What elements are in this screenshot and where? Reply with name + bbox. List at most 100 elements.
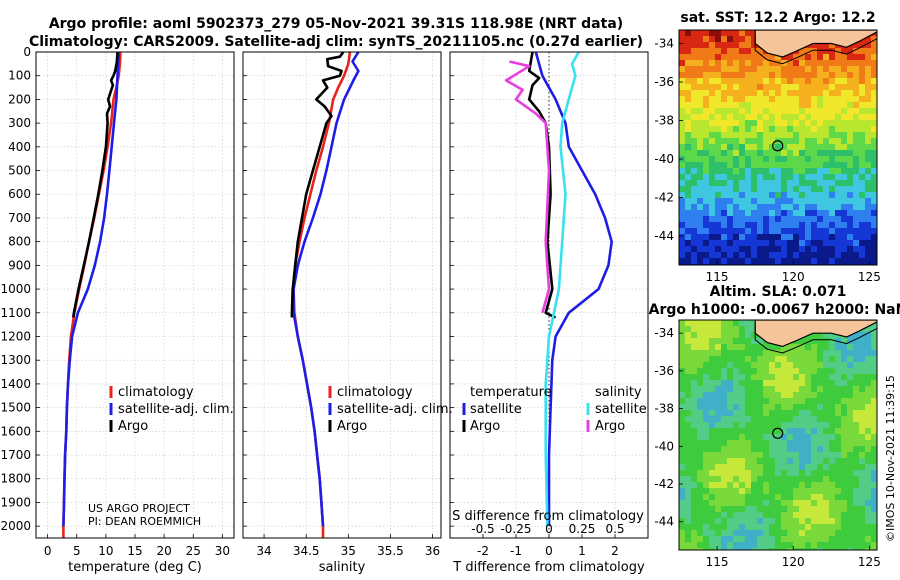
map-cell: [847, 180, 854, 187]
map-cell: [847, 434, 854, 441]
map-cell: [811, 228, 818, 235]
map-cell: [775, 222, 782, 229]
map-cell: [727, 138, 734, 145]
map-cell: [793, 144, 800, 151]
map-cell: [691, 72, 698, 79]
map-cell: [739, 246, 746, 253]
map-cell: [709, 542, 716, 549]
map-cell: [811, 204, 818, 211]
map-cell: [829, 174, 836, 181]
map-cell: [733, 78, 740, 85]
map-cell: [871, 252, 877, 259]
map-cell: [793, 446, 800, 453]
map-cell: [703, 210, 710, 217]
map-cell: [751, 228, 758, 235]
map-cell: [739, 512, 746, 519]
map-cell: [745, 512, 752, 519]
x-tick-label: 0: [545, 544, 553, 558]
map-cell: [757, 114, 764, 121]
map-cell: [823, 440, 830, 447]
map-cell: [757, 234, 764, 241]
map-cell: [865, 192, 872, 199]
map-cell: [685, 186, 692, 193]
salinity-axes-frame: [242, 51, 442, 539]
map-cell: [745, 368, 752, 375]
map-cell: [745, 488, 752, 495]
map-cell: [721, 78, 728, 85]
map-cell: [775, 482, 782, 489]
map-cell: [841, 386, 848, 393]
map-cell: [757, 174, 764, 181]
map-cell: [715, 416, 722, 423]
map-cell: [733, 320, 740, 327]
map-cell: [793, 512, 800, 519]
map-cell: [823, 374, 830, 381]
map-cell: [787, 404, 794, 411]
map-cell: [733, 422, 740, 429]
map-cell: [865, 42, 872, 49]
map-cell: [715, 114, 722, 121]
map-cell: [709, 494, 716, 501]
map-cell: [799, 500, 806, 507]
map-cell: [799, 362, 806, 369]
map-cell: [871, 90, 877, 97]
map-cell: [733, 446, 740, 453]
map-cell: [709, 60, 716, 67]
map-cell: [871, 192, 877, 199]
map-cell: [865, 60, 872, 67]
map-cell: [679, 338, 686, 345]
map-cell: [817, 356, 824, 363]
map-cell: [751, 48, 758, 55]
map-cell: [859, 198, 866, 205]
map-cell: [697, 168, 704, 175]
map-cell: [775, 416, 782, 423]
map-cell: [841, 536, 848, 543]
map-cell: [829, 168, 836, 175]
map-cell: [817, 114, 824, 121]
map-cell: [763, 216, 770, 223]
map-cell: [769, 398, 776, 405]
map-cell: [691, 524, 698, 531]
map-cell: [751, 114, 758, 121]
map-cell: [745, 228, 752, 235]
map-cell: [871, 410, 877, 417]
difference-panel: -2 -1 0 1 2 -0.5 -0.25 0 0.25 0.5 S difference f…: [449, 51, 649, 575]
x-tick-label: 34.5: [293, 544, 320, 558]
map-cell: [871, 138, 877, 145]
map-cell: [757, 252, 764, 259]
map-cell: [805, 108, 812, 115]
map-cell: [697, 72, 704, 79]
map-cell: [811, 144, 818, 151]
map-cell: [829, 192, 836, 199]
map-cell: [757, 138, 764, 145]
map-cell: [793, 54, 800, 61]
map-cell: [841, 422, 848, 429]
map-cell: [751, 192, 758, 199]
map-cell: [835, 168, 842, 175]
map-cell: [757, 338, 764, 345]
map-cell: [871, 368, 877, 375]
map-cell: [811, 216, 818, 223]
map-cell: [757, 392, 764, 399]
map-cell: [865, 440, 872, 447]
map-cell: [805, 524, 812, 531]
map-cell: [775, 374, 782, 381]
map-cell: [679, 344, 686, 351]
map-cell: [733, 150, 740, 157]
map-cell: [679, 470, 686, 477]
map-cell: [781, 434, 788, 441]
map-cell: [853, 542, 860, 549]
map-cell: [685, 344, 692, 351]
map-cell: [727, 440, 734, 447]
map-cell: [793, 518, 800, 525]
map-cell: [775, 542, 782, 549]
map-cell: [721, 398, 728, 405]
map-cell: [871, 338, 877, 345]
map-cell: [739, 332, 746, 339]
map-cell: [679, 54, 686, 61]
map-cell: [835, 174, 842, 181]
map-cell: [811, 458, 818, 465]
map-cell: [847, 344, 854, 351]
map-cell: [739, 186, 746, 193]
map-cell: [721, 338, 728, 345]
